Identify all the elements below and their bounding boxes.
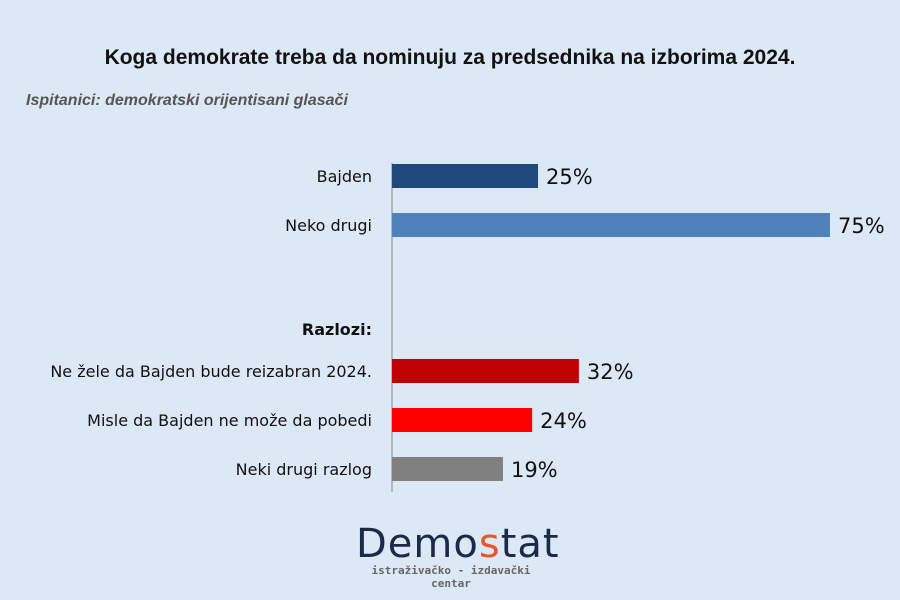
category-label: Neko drugi [285, 216, 372, 235]
category-label: Misle da Bajden ne može da pobedi [87, 411, 372, 430]
data-label: 32% [587, 360, 634, 384]
bar [392, 408, 533, 432]
data-label: 19% [511, 458, 558, 482]
bar [392, 213, 830, 237]
logo-text-end: tat [500, 521, 560, 567]
logo-tagline: istraživačko - izdavački centar [371, 564, 531, 590]
bar [392, 359, 579, 383]
category-label: Neki drugi razlog [236, 460, 372, 479]
category-label: Bajden [317, 167, 372, 186]
section-label: Razlozi: [302, 320, 372, 339]
category-label: Ne žele da Bajden bude reizabran 2024. [50, 362, 372, 381]
chart-subtitle: Ispitanici: demokratski orijentisani gla… [26, 92, 348, 109]
bar [392, 457, 503, 481]
logo-text-accent: s [478, 521, 501, 567]
data-label: 75% [838, 214, 885, 238]
data-label: 24% [540, 409, 587, 433]
data-label: 25% [546, 165, 593, 189]
logo-text: Demo [356, 521, 479, 567]
bar [392, 164, 538, 188]
chart-title: Koga demokrate treba da nominuju za pred… [104, 46, 796, 69]
demostat-logo: Demostat istraživačko - izdavački centar [356, 521, 559, 590]
